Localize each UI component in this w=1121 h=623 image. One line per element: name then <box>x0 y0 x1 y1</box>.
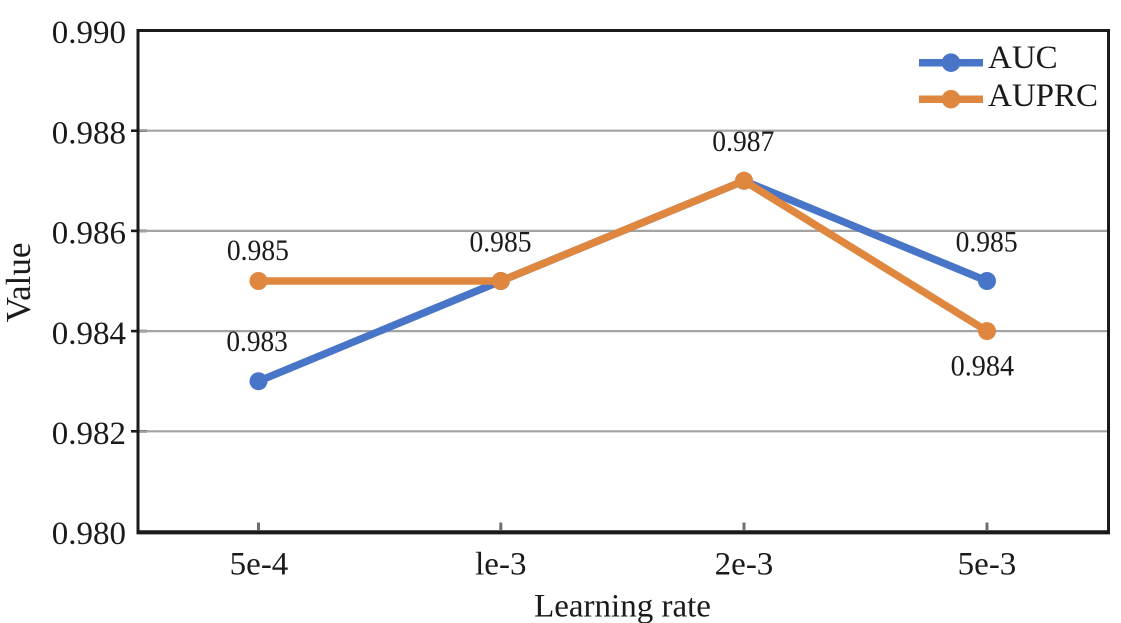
svg-text:5e-3: 5e-3 <box>958 547 1017 583</box>
svg-text:0.985: 0.985 <box>227 235 289 267</box>
svg-text:2e-3: 2e-3 <box>715 547 774 583</box>
svg-text:Value: Value <box>0 243 38 323</box>
svg-text:0.985: 0.985 <box>956 227 1018 259</box>
svg-text:AUPRC: AUPRC <box>988 78 1098 114</box>
svg-text:0.987: 0.987 <box>712 126 774 158</box>
svg-text:5e-4: 5e-4 <box>230 547 289 583</box>
svg-text:Learning rate: Learning rate <box>534 589 711 623</box>
svg-text:0.988: 0.988 <box>52 115 126 151</box>
svg-text:0.984: 0.984 <box>951 350 1015 382</box>
svg-text:0.990: 0.990 <box>52 15 126 51</box>
svg-text:0.985: 0.985 <box>470 226 532 258</box>
svg-text:le-3: le-3 <box>475 547 526 583</box>
svg-text:0.982: 0.982 <box>52 416 126 452</box>
svg-text:AUC: AUC <box>988 40 1058 76</box>
svg-text:0.986: 0.986 <box>52 216 126 252</box>
svg-text:0.980: 0.980 <box>52 516 126 552</box>
svg-text:0.984: 0.984 <box>52 316 126 352</box>
svg-text:0.983: 0.983 <box>226 326 288 358</box>
